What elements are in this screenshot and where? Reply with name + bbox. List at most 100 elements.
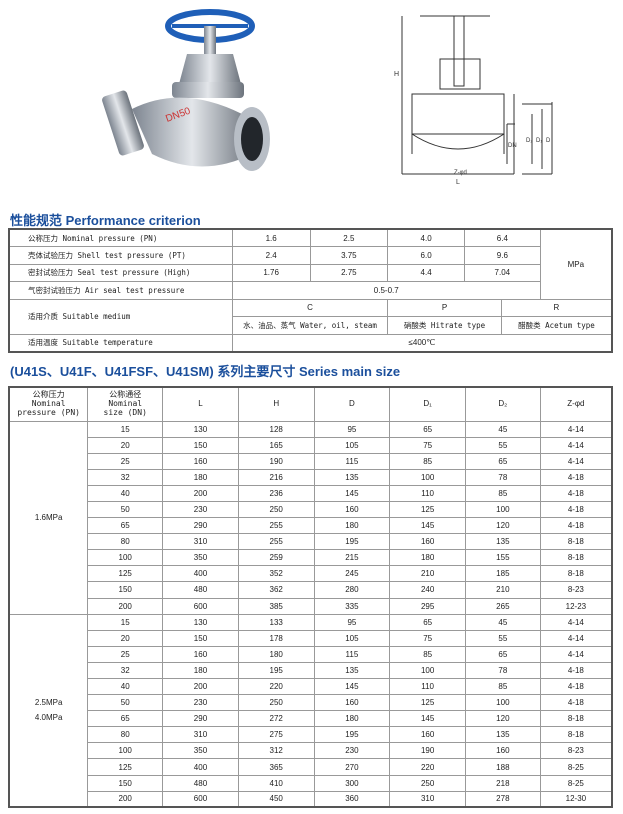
cell: 180 — [389, 549, 466, 567]
cell: 110 — [389, 677, 466, 696]
cell: 135 — [313, 468, 391, 486]
medium-desc: 醋酸类 Acetum type — [500, 316, 613, 335]
cell: 105 — [313, 436, 391, 454]
column-header: D₂ — [465, 386, 541, 422]
valve-dimension-drawing: H L DN D₂ D₁ D Z-φd — [394, 15, 553, 186]
column-header: D — [313, 386, 391, 422]
cell: 4-14 — [539, 436, 613, 454]
series-title: (U41S、U41F、U41FSF、U41SM) 系列主要尺寸 Series m… — [10, 364, 401, 379]
cell: 120 — [465, 517, 541, 535]
cell: 362 — [237, 581, 315, 599]
cell: 250 — [237, 694, 315, 712]
cell: 290 — [162, 710, 239, 728]
cell: 4-18 — [539, 517, 613, 535]
cell: 78 — [465, 468, 541, 486]
cell: 125 — [87, 565, 164, 583]
cell: 65 — [87, 710, 164, 728]
cell: 480 — [162, 581, 239, 599]
cell: 150 — [162, 436, 239, 454]
row-label: 气密封试验压力 Air seal test pressure — [8, 281, 233, 300]
cell: 105 — [313, 629, 391, 647]
cell: 125 — [87, 758, 164, 776]
table-row: 200 600 385 335 295 265 12-23 — [9, 597, 613, 615]
table-row: 适用温度 Suitable temperature ≤400℃ — [8, 333, 613, 352]
cell: 95 — [313, 613, 391, 631]
cell: 220 — [237, 677, 315, 696]
cell: 180 — [162, 468, 239, 486]
cell: 145 — [389, 517, 466, 535]
cell: 75 — [389, 629, 466, 647]
cell: 160 — [162, 452, 239, 470]
cell: 100 — [87, 742, 164, 760]
cell: 8-25 — [539, 774, 613, 792]
cell: 400 — [162, 758, 239, 776]
medium-code: C — [231, 298, 389, 317]
cell: 100 — [465, 694, 541, 712]
cell: 145 — [389, 710, 466, 728]
cell: 75 — [389, 436, 466, 454]
row-label: 适用介质 Suitable medium — [8, 298, 233, 335]
cell: 4-18 — [539, 484, 613, 502]
cell: 600 — [162, 597, 239, 615]
cell: 155 — [465, 549, 541, 567]
cell: 210 — [465, 581, 541, 599]
pressure-group-cell: 2.5MPa 4.0MPa — [8, 613, 89, 808]
table-row: 150 480 362 280 240 210 8-23 — [9, 581, 613, 599]
cell: 350 — [162, 549, 239, 567]
dim-DN: DN — [508, 143, 517, 149]
dim-D2: D₂ — [526, 138, 533, 144]
cell: 45 — [465, 613, 541, 631]
cell: 250 — [237, 500, 315, 519]
cell: 188 — [465, 758, 541, 776]
cell: 230 — [162, 500, 239, 519]
cell: 195 — [313, 533, 391, 551]
cell: 65 — [465, 645, 541, 663]
cell: 352 — [237, 565, 315, 583]
cell: 230 — [162, 694, 239, 712]
cell: 385 — [237, 597, 315, 615]
cell: 8-25 — [539, 758, 613, 776]
cell: 0.5-0.7 — [231, 281, 541, 300]
cell: 8-18 — [539, 533, 613, 551]
cell: 85 — [465, 484, 541, 502]
cell: 125 — [389, 694, 466, 712]
valve-photo: DN50 — [102, 9, 270, 171]
cell: 410 — [237, 774, 315, 792]
cell: 135 — [465, 533, 541, 551]
table-row: 40 200 220 145 110 85 4-18 — [9, 677, 613, 696]
cell: 65 — [87, 517, 164, 535]
cell: 95 — [313, 420, 391, 438]
cell: 310 — [162, 533, 239, 551]
cell: 245 — [313, 565, 391, 583]
cell: 100 — [389, 468, 466, 486]
cell: 8-23 — [539, 581, 613, 599]
cell: 85 — [389, 452, 466, 470]
cell: 295 — [389, 597, 466, 615]
medium-desc: 水、油品、蒸气 Water, oil, steam — [231, 316, 389, 335]
pressure-label: 4.0MPa — [34, 713, 63, 723]
cell: 4.4 — [387, 263, 465, 282]
cell: 160 — [313, 500, 391, 519]
cell: 4-14 — [539, 420, 613, 438]
cell: 100 — [465, 500, 541, 519]
table-row: 1.6MPa 15 130 128 95 65 45 4-14 — [8, 420, 613, 615]
cell: 215 — [313, 549, 391, 567]
cell: 135 — [313, 661, 391, 680]
table-row: 150 480 410 300 250 218 8-25 — [9, 774, 613, 792]
row-label: 公称压力 Nominal pressure (PN) — [8, 228, 233, 247]
cell: 160 — [465, 742, 541, 760]
table-row: 公称压力 Nominal pressure (PN) 1.6 2.5 4.0 6… — [8, 228, 613, 300]
cell: 278 — [465, 790, 541, 808]
pressure-label: 1.6MPa — [34, 513, 63, 523]
cell: 110 — [389, 484, 466, 502]
cell: 130 — [162, 420, 239, 438]
cell: 218 — [465, 774, 541, 792]
cell: 80 — [87, 533, 164, 551]
table-row: 65 290 255 180 145 120 4-18 — [9, 517, 613, 535]
cell: 12-30 — [539, 790, 613, 808]
cell: 4-14 — [539, 452, 613, 470]
table-row: 125 400 352 245 210 185 8-18 — [9, 565, 613, 583]
cell: 133 — [237, 613, 315, 631]
table-row: 200 600 450 360 310 278 12-30 — [9, 790, 613, 808]
cell: 4.0 — [387, 228, 465, 247]
